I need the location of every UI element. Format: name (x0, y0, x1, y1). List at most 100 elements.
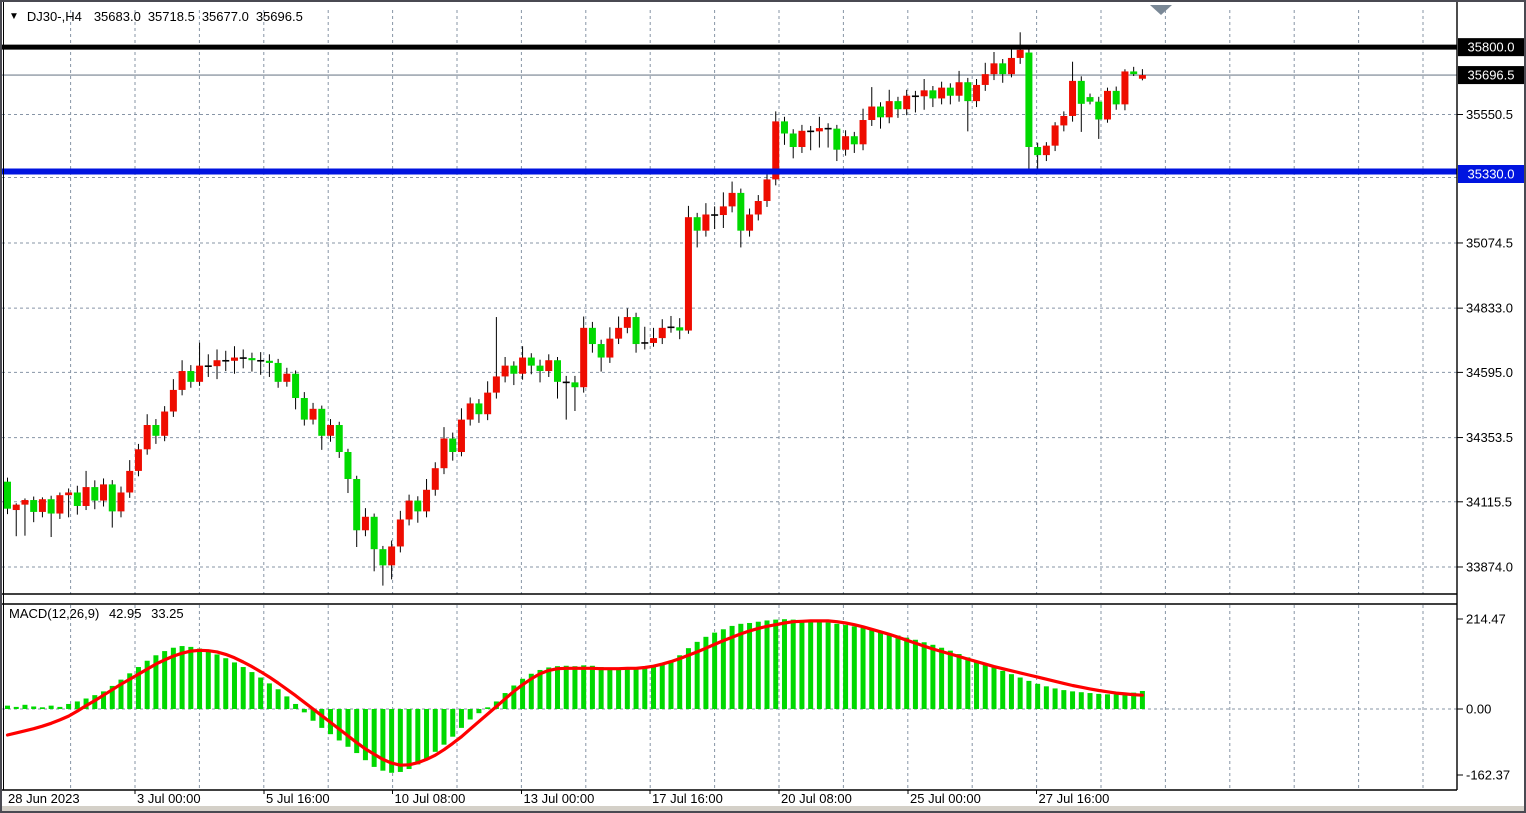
candle-body (370, 516, 378, 550)
macd-histogram-bar (651, 667, 657, 709)
macd-histogram-bar (476, 709, 482, 714)
candle-body (396, 519, 404, 547)
ohlc-high: 35718.5 (147, 9, 195, 24)
macd-histogram-bar (362, 709, 368, 761)
macd-histogram-bar (851, 626, 857, 709)
macd-histogram-bar (781, 619, 787, 709)
candle-body (492, 376, 500, 393)
candle-doji (562, 381, 570, 384)
price-axis[interactable]: 35800.0 35696.5 35550.5 35330.0 35074.5 34833… (1457, 38, 1524, 574)
candle-body (1007, 57, 1015, 75)
candle-body (859, 120, 867, 145)
price-badge (1458, 66, 1524, 85)
macd-histogram-bar (406, 709, 412, 770)
macd-histogram-bar (502, 693, 508, 709)
macd-histogram-bar (39, 707, 45, 709)
candle-body (30, 500, 38, 512)
price-badge-text: 35330.0 (1468, 167, 1515, 182)
macd-histogram-bar (747, 622, 753, 709)
time-axis[interactable]: 28 Jun 2023 3 Jul 00:00 5 Jul 16:00 10 Jul … (8, 790, 1109, 806)
candle-body (12, 504, 20, 511)
candle-body (615, 327, 623, 339)
candle-body (746, 214, 754, 231)
price-axis-label: 34595.0 (1466, 365, 1513, 380)
macd-histogram-bar (825, 622, 831, 709)
macd-histogram-bar (310, 709, 316, 721)
macd-histogram-bar (1061, 690, 1067, 709)
candle-body (1042, 145, 1050, 156)
macd-histogram-bar (389, 709, 395, 773)
macd-histogram-bar (1078, 692, 1084, 709)
candle-body (1086, 97, 1094, 102)
symbol-period-label: DJ30-,H4 (26, 9, 82, 24)
macd-histogram-bar (860, 628, 866, 709)
chart-shift-marker-icon[interactable] (1150, 5, 1172, 15)
macd-signal-value: 33.25 (151, 606, 184, 621)
macd-histogram-bar (703, 636, 709, 709)
candle-body (763, 179, 771, 201)
candle-body (798, 130, 806, 148)
price-badge (1458, 38, 1524, 57)
macd-histogram-bar (1087, 693, 1093, 709)
macd-histogram-bar (127, 673, 133, 709)
macd-histogram-bar (947, 650, 953, 709)
macd-histogram-bar (74, 701, 80, 709)
candle-body (414, 500, 422, 512)
candle-body (780, 121, 788, 134)
macd-histogram-bar (869, 629, 875, 709)
macd-histogram-bar (685, 648, 691, 709)
candle-body (702, 214, 710, 231)
macd-histogram-bar (48, 705, 54, 709)
candle-body (100, 484, 108, 501)
macd-histogram-bar (485, 707, 491, 709)
macd-histogram-bar (1131, 692, 1137, 709)
candle-body (842, 136, 850, 150)
candle-body (1060, 115, 1068, 126)
candle-body (1016, 49, 1024, 58)
macd-histogram-bar (135, 667, 141, 709)
gridlines (2, 10, 1457, 790)
macd-histogram-bar (153, 655, 159, 709)
candlesticks[interactable] (4, 32, 1146, 586)
candle-body (1077, 80, 1085, 104)
macd-histogram-bar (415, 709, 421, 765)
candle-body (47, 499, 55, 514)
candle-body (929, 90, 937, 99)
candle-body (405, 500, 413, 520)
candle-body (91, 487, 99, 501)
candle-body (143, 425, 151, 450)
macd-histogram-bar (738, 623, 744, 709)
candle-body (361, 516, 369, 531)
macd-histogram-bar (205, 651, 211, 709)
macd-histogram-bar (144, 660, 150, 709)
candle-body (632, 317, 640, 345)
macd-histogram-bar (258, 677, 264, 709)
candle-body (519, 357, 527, 374)
macd-indicator[interactable] (5, 619, 1145, 773)
macd-histogram-bar (345, 709, 351, 747)
candle-body (327, 425, 335, 436)
macd-histogram-bar (83, 698, 89, 709)
candle-body (571, 382, 579, 388)
candle-body (65, 492, 73, 496)
macd-histogram-bar (1026, 680, 1032, 709)
macd-signal-line (5, 619, 1145, 767)
macd-histogram-bar (1035, 683, 1041, 709)
macd-histogram-bar (642, 668, 648, 709)
candle-body (475, 403, 483, 415)
macd-histogram-bar (275, 689, 281, 709)
macd-histogram-bar (589, 665, 595, 709)
macd-histogram-bar (13, 706, 19, 709)
macd-histogram-bar (520, 678, 526, 709)
candle-body (1051, 125, 1059, 146)
macd-histogram-bar (895, 635, 901, 709)
price-axis-label: 34115.5 (1466, 494, 1512, 509)
macd-histogram-bar (1008, 674, 1014, 709)
price-axis-label: 33874.0 (1466, 559, 1513, 574)
macd-histogram-bar (214, 654, 220, 709)
macd-histogram-bar (1052, 688, 1058, 709)
macd-main-value: 42.95 (108, 606, 142, 621)
candle-doji (667, 326, 675, 329)
macd-axis[interactable]: 214.47 0.00 -162.37 (1457, 612, 1510, 783)
